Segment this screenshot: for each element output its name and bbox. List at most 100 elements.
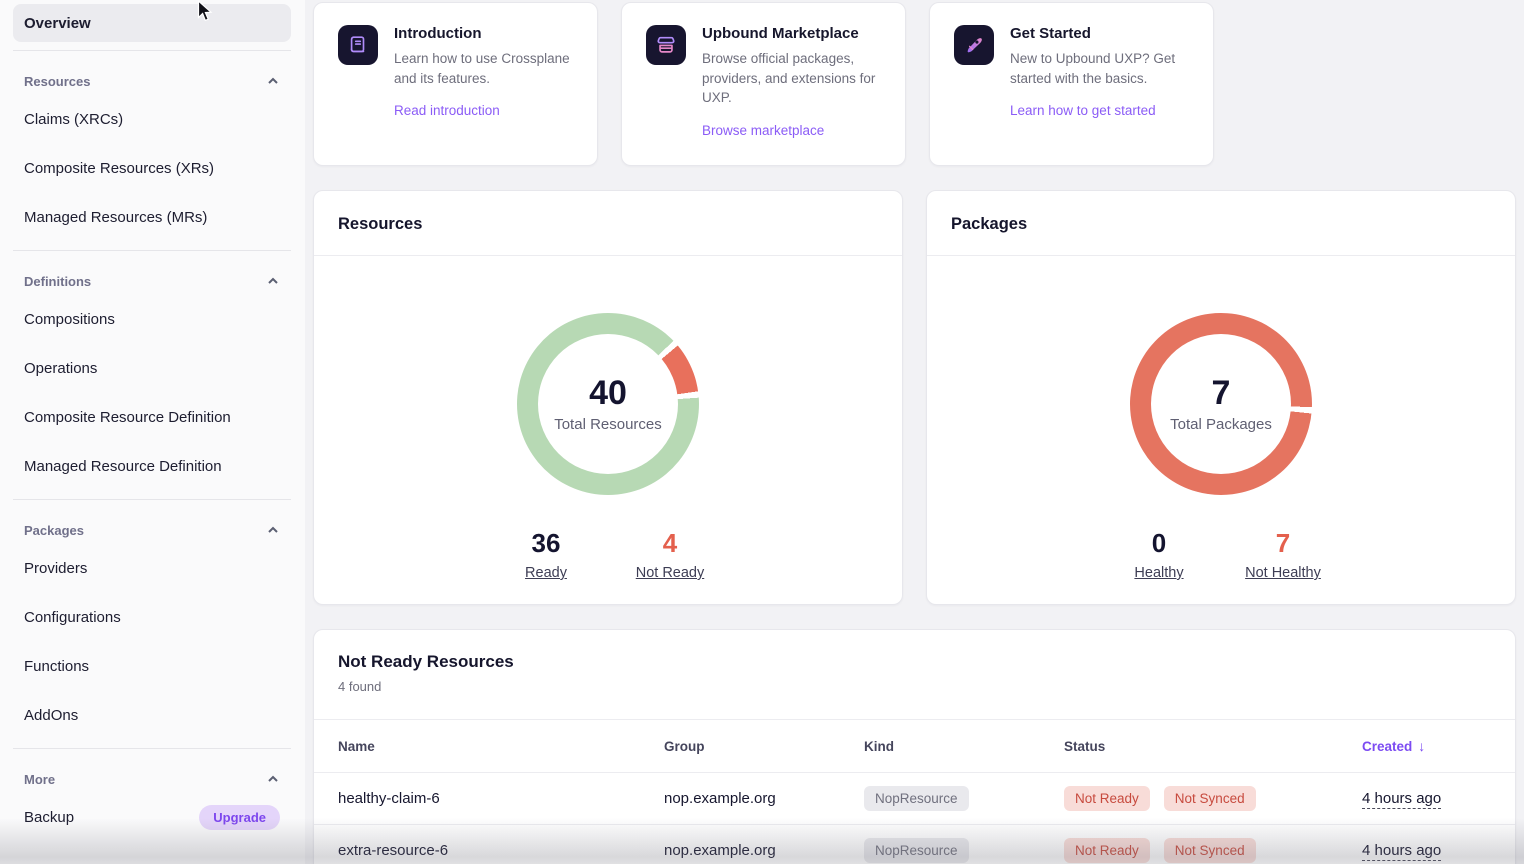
row-name: healthy-claim-6 — [338, 790, 440, 807]
column-header-label: Created — [1362, 738, 1413, 754]
sidebar-item-overview[interactable]: Overview — [13, 4, 291, 42]
table-header: Not Ready Resources 4 found — [314, 630, 1515, 720]
sidebar-item-label: Compositions — [24, 311, 115, 328]
card-description: New to Upbound UXP? Get started with the… — [1010, 51, 1176, 86]
chevron-up-icon — [268, 775, 278, 782]
packages-chart-card: Packages 7 Total Packages 0 Healthy — [926, 190, 1516, 605]
sidebar-item-managed-resources[interactable]: Managed Resources (MRs) — [13, 193, 291, 242]
chevron-up-icon — [268, 526, 278, 533]
sort-descending-icon: ↓ — [1418, 738, 1426, 754]
sidebar-item-managed-resource-definition[interactable]: Managed Resource Definition — [13, 442, 291, 491]
sidebar-item-label: Functions — [24, 658, 90, 675]
created-time-link[interactable]: 4 hours ago — [1362, 790, 1442, 809]
sidebar-section-definitions[interactable]: Definitions — [13, 267, 291, 295]
status-badge-not-ready: Not Ready — [1064, 786, 1150, 811]
table-row[interactable]: healthy-claim-6 nop.example.org NopResou… — [314, 773, 1515, 825]
sidebar-item-composite-resources[interactable]: Composite Resources (XRs) — [13, 144, 291, 193]
sidebar-item-backup[interactable]: Backup Upgrade — [13, 793, 291, 842]
marketplace-card: Upbound Marketplace Browse official pack… — [621, 2, 906, 166]
chart-card-title: Packages — [927, 191, 1515, 256]
sidebar-item-label: Overview — [24, 14, 91, 32]
status-badge-not-synced: Not Synced — [1163, 838, 1256, 863]
column-header-kind[interactable]: Kind — [864, 738, 894, 754]
donut-hole — [538, 334, 678, 474]
get-started-link[interactable]: Learn how to get started — [1010, 103, 1156, 119]
sidebar-section-more[interactable]: More — [13, 765, 291, 793]
chart-card-title: Resources — [314, 191, 902, 256]
sidebar-item-compositions[interactable]: Compositions — [13, 295, 291, 344]
healthy-count: 0 — [1151, 528, 1167, 558]
card-title: Introduction — [394, 25, 482, 42]
column-header-created[interactable]: Created ↓ — [1362, 738, 1425, 754]
card-description: Browse official packages, providers, and… — [702, 51, 876, 106]
sidebar-section-packages[interactable]: Packages — [13, 516, 291, 544]
charts-row: Resources 40 Total Resources 36 Ready — [313, 190, 1516, 605]
kind-badge: NopResource — [864, 786, 969, 811]
main-content: Introduction Learn how to use Crossplane… — [313, 0, 1516, 864]
sidebar-item-label: AddOns — [24, 707, 79, 724]
total-resources-label: Total Resources — [554, 416, 662, 434]
sidebar-divider — [13, 250, 291, 251]
sidebar-item-providers[interactable]: Providers — [13, 544, 291, 593]
created-time-link[interactable]: 4 hours ago — [1362, 842, 1442, 861]
table-row[interactable]: extra-resource-6 nop.example.org NopReso… — [314, 825, 1515, 864]
card-title: Upbound Marketplace — [702, 25, 859, 42]
not-ready-count: 4 — [662, 528, 678, 558]
sidebar-item-configurations[interactable]: Configurations — [13, 593, 291, 642]
kind-badge: NopResource — [864, 838, 969, 863]
sidebar: Overview Resources Claims (XRCs) Composi… — [0, 0, 305, 864]
sidebar-item-addons[interactable]: AddOns — [13, 691, 291, 740]
sidebar-item-label: Operations — [24, 360, 98, 377]
sidebar-item-label: Composite Resource Definition — [24, 409, 231, 426]
book-icon — [338, 25, 378, 65]
section-header-label: Packages — [24, 522, 84, 538]
ready-link[interactable]: Ready — [525, 565, 567, 581]
donut-center: 40 Total Resources — [517, 313, 699, 495]
sidebar-item-composite-resource-definition[interactable]: Composite Resource Definition — [13, 393, 291, 442]
not-ready-link[interactable]: Not Ready — [635, 565, 705, 581]
table-column-headers: Name Group Kind Status Created ↓ — [314, 720, 1515, 773]
introduction-card: Introduction Learn how to use Crossplane… — [313, 2, 598, 166]
ready-count: 36 — [531, 528, 561, 558]
get-started-card: Get Started New to Upbound UXP? Get star… — [929, 2, 1214, 166]
chevron-up-icon — [268, 77, 278, 84]
row-name: extra-resource-6 — [338, 842, 449, 859]
browse-marketplace-link[interactable]: Browse marketplace — [702, 122, 825, 138]
sidebar-item-label: Composite Resources (XRs) — [24, 160, 215, 177]
not-ready-stat: 4 Not Ready — [631, 528, 709, 582]
upgrade-badge[interactable]: Upgrade — [199, 805, 280, 830]
not-ready-resources-table: Not Ready Resources 4 found Name Group K… — [313, 629, 1516, 864]
rocket-icon — [954, 25, 994, 65]
status-badge-not-synced: Not Synced — [1163, 786, 1256, 811]
not-healthy-count: 7 — [1275, 528, 1291, 558]
sidebar-item-operations[interactable]: Operations — [13, 344, 291, 393]
not-healthy-stat: 7 Not Healthy — [1244, 528, 1322, 582]
sidebar-item-functions[interactable]: Functions — [13, 642, 291, 691]
row-group: nop.example.org — [664, 842, 776, 859]
sidebar-item-label: Managed Resources (MRs) — [24, 209, 208, 226]
sidebar-item-claims[interactable]: Claims (XRCs) — [13, 95, 291, 144]
total-packages-value: 7 — [1211, 373, 1231, 412]
sidebar-divider — [13, 499, 291, 500]
sidebar-item-label: Backup — [24, 809, 75, 826]
section-header-label: Definitions — [24, 273, 92, 289]
table-title: Not Ready Resources — [338, 652, 514, 671]
sidebar-item-label: Claims (XRCs) — [24, 111, 124, 128]
storefront-icon — [646, 25, 686, 65]
info-cards-row: Introduction Learn how to use Crossplane… — [313, 2, 1516, 166]
column-header-name[interactable]: Name — [338, 738, 375, 754]
card-title: Get Started — [1010, 25, 1091, 42]
total-packages-label: Total Packages — [1170, 416, 1272, 434]
column-header-group[interactable]: Group — [664, 738, 705, 754]
sidebar-section-resources[interactable]: Resources — [13, 67, 291, 95]
chevron-up-icon — [268, 277, 278, 284]
healthy-stat: 0 Healthy — [1120, 528, 1198, 582]
read-introduction-link[interactable]: Read introduction — [394, 103, 500, 119]
ready-stat: 36 Ready — [507, 528, 585, 582]
sidebar-item-label: Providers — [24, 560, 88, 577]
healthy-link[interactable]: Healthy — [1134, 565, 1184, 581]
sidebar-divider — [13, 50, 291, 51]
column-header-status[interactable]: Status — [1064, 738, 1106, 754]
not-healthy-link[interactable]: Not Healthy — [1245, 565, 1321, 581]
section-header-label: Resources — [24, 73, 91, 89]
